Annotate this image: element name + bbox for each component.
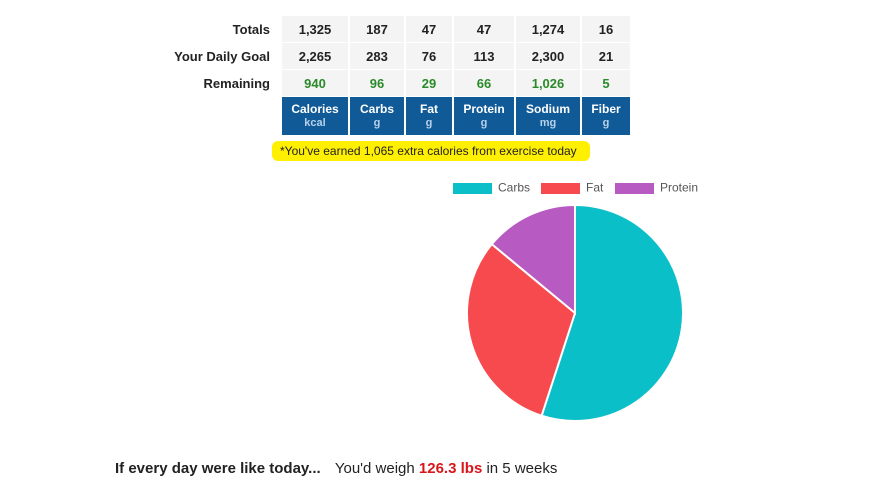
projected-weight: 126.3 lbs bbox=[418, 460, 483, 477]
column-header: Fat g bbox=[406, 97, 452, 135]
table-cell: 1,325 bbox=[282, 16, 348, 42]
column-unit: g bbox=[602, 117, 610, 129]
column-header: Protein g bbox=[454, 97, 514, 135]
table-cell: 21 bbox=[582, 43, 630, 69]
pie-slice bbox=[490, 203, 576, 316]
legend-swatch bbox=[453, 183, 492, 194]
column-name: Calories bbox=[291, 102, 339, 116]
column-unit: mg bbox=[539, 117, 557, 129]
table-cell: 2,300 bbox=[516, 43, 580, 69]
legend-swatch bbox=[615, 183, 654, 194]
table-cell: 1,026 bbox=[516, 70, 580, 96]
row-label: Remaining bbox=[203, 75, 270, 91]
column-header: Calories kcal bbox=[282, 97, 348, 135]
table-cell: 29 bbox=[406, 70, 452, 96]
table-cell: 283 bbox=[350, 43, 404, 69]
row-label: Your Daily Goal bbox=[174, 48, 270, 64]
table-cell: 76 bbox=[406, 43, 452, 69]
column-header: Sodium mg bbox=[516, 97, 580, 135]
projection: If every day were like today... You'd we… bbox=[115, 460, 557, 477]
macro-chart: Carbs Fat Protein bbox=[453, 181, 698, 422]
column-unit: kcal bbox=[304, 117, 326, 129]
row-label: Totals bbox=[232, 21, 270, 37]
table-cell: 187 bbox=[350, 16, 404, 42]
table-cell: 113 bbox=[454, 43, 514, 69]
column-header: Fiber g bbox=[582, 97, 630, 135]
projection-prefix: You'd weigh bbox=[334, 460, 415, 477]
column-name: Carbs bbox=[359, 102, 394, 116]
table-cell: 2,265 bbox=[282, 43, 348, 69]
column-header: Carbs g bbox=[350, 97, 404, 135]
legend-label: Carbs bbox=[498, 181, 530, 195]
column-name: Protein bbox=[463, 102, 505, 116]
column-name: Fiber bbox=[591, 102, 621, 116]
column-name: Sodium bbox=[526, 102, 570, 116]
column-unit: g bbox=[373, 117, 381, 129]
legend-swatch bbox=[541, 183, 580, 194]
table-cell: 940 bbox=[282, 70, 348, 96]
legend-label: Protein bbox=[660, 181, 698, 195]
table-cell: 47 bbox=[454, 16, 514, 42]
table-cell: 1,274 bbox=[516, 16, 580, 42]
table-cell: 96 bbox=[350, 70, 404, 96]
table-cell: 5 bbox=[582, 70, 630, 96]
projection-lead: If every day were like today... bbox=[115, 460, 321, 477]
legend-label: Fat bbox=[586, 181, 604, 195]
table-cell: 16 bbox=[582, 16, 630, 42]
column-unit: g bbox=[425, 117, 433, 129]
column-name: Fat bbox=[420, 102, 438, 116]
column-unit: g bbox=[480, 117, 488, 129]
table-cell: 66 bbox=[454, 70, 514, 96]
exercise-note: *You've earned 1,065 extra calories from… bbox=[272, 141, 590, 161]
projection-suffix: in 5 weeks bbox=[486, 460, 558, 477]
pie-slice bbox=[466, 242, 577, 417]
table-cell: 47 bbox=[406, 16, 452, 42]
pie-slice bbox=[540, 203, 684, 422]
